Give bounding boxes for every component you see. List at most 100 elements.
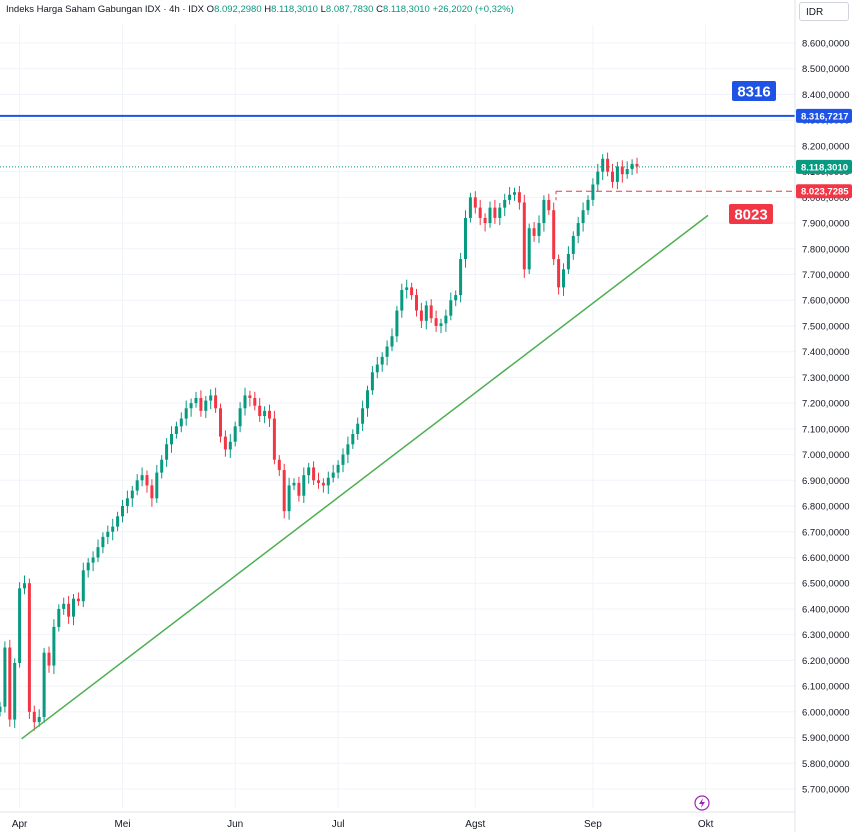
candle[interactable] — [439, 318, 443, 334]
candle[interactable] — [287, 477, 291, 520]
candle[interactable] — [23, 575, 26, 595]
candle[interactable] — [429, 299, 433, 323]
candle[interactable] — [312, 461, 316, 485]
candle[interactable] — [498, 203, 502, 226]
candle[interactable] — [253, 391, 257, 411]
candle[interactable] — [385, 340, 389, 366]
candle[interactable] — [547, 193, 551, 215]
candle[interactable] — [601, 154, 605, 181]
candle[interactable] — [233, 421, 237, 447]
candle[interactable] — [81, 562, 85, 608]
candle[interactable] — [18, 582, 22, 668]
candle[interactable] — [116, 511, 120, 532]
candle[interactable] — [517, 186, 521, 210]
candle[interactable] — [454, 290, 458, 307]
candle[interactable] — [140, 467, 144, 487]
candle[interactable] — [228, 434, 232, 458]
candle[interactable] — [155, 464, 159, 503]
candle[interactable] — [248, 390, 252, 407]
candle[interactable] — [346, 436, 350, 464]
candle[interactable] — [86, 557, 90, 578]
candle[interactable] — [243, 387, 247, 416]
candle[interactable] — [27, 578, 31, 720]
candle[interactable] — [513, 187, 516, 201]
candle[interactable] — [586, 195, 590, 215]
candle[interactable] — [0, 702, 2, 717]
candle[interactable] — [165, 438, 169, 467]
candle[interactable] — [488, 201, 492, 228]
candle[interactable] — [630, 159, 634, 175]
candle[interactable] — [620, 160, 624, 183]
candle[interactable] — [606, 152, 610, 177]
candle[interactable] — [370, 366, 374, 395]
candle[interactable] — [219, 403, 222, 443]
candle[interactable] — [424, 300, 428, 330]
candle[interactable] — [174, 421, 178, 439]
candle[interactable] — [37, 709, 41, 727]
candle[interactable] — [111, 518, 115, 541]
candle[interactable] — [493, 199, 497, 224]
candle[interactable] — [326, 471, 330, 494]
candle[interactable] — [537, 215, 541, 244]
candle[interactable] — [468, 192, 472, 223]
lightning-icon[interactable] — [694, 795, 710, 811]
candle[interactable] — [189, 398, 193, 417]
candle[interactable] — [380, 352, 384, 372]
candle[interactable] — [596, 163, 600, 192]
candle[interactable] — [336, 460, 340, 479]
candle[interactable] — [366, 385, 369, 417]
candle[interactable] — [434, 310, 438, 332]
candle[interactable] — [72, 594, 75, 626]
candle[interactable] — [317, 472, 320, 489]
candle[interactable] — [223, 430, 227, 457]
candle[interactable] — [8, 639, 12, 727]
candle[interactable] — [199, 390, 203, 417]
candle[interactable] — [508, 187, 512, 205]
candle[interactable] — [552, 202, 556, 265]
candle[interactable] — [32, 705, 36, 731]
candle[interactable] — [395, 305, 399, 343]
candle[interactable] — [464, 210, 467, 268]
candle[interactable] — [591, 178, 595, 206]
resistance-annotation[interactable]: 8316 — [732, 81, 776, 101]
candlestick-series[interactable] — [0, 152, 639, 731]
candle[interactable] — [566, 246, 570, 275]
candle[interactable] — [615, 161, 619, 190]
candle[interactable] — [473, 191, 477, 214]
candle[interactable] — [400, 283, 404, 318]
candle[interactable] — [135, 474, 139, 496]
support-annotation[interactable]: 8023 — [729, 204, 773, 224]
candle[interactable] — [52, 619, 56, 675]
candle[interactable] — [160, 455, 164, 479]
candle[interactable] — [478, 199, 482, 226]
candle[interactable] — [483, 213, 487, 232]
candle[interactable] — [179, 412, 183, 433]
candle[interactable] — [415, 288, 418, 317]
candle[interactable] — [96, 539, 100, 563]
candle[interactable] — [459, 252, 463, 303]
candle[interactable] — [522, 194, 526, 278]
candle[interactable] — [238, 402, 242, 433]
candle[interactable] — [209, 389, 213, 410]
candle[interactable] — [268, 404, 271, 428]
candle[interactable] — [3, 641, 7, 713]
candle[interactable] — [581, 202, 585, 232]
candle[interactable] — [57, 604, 61, 632]
candle[interactable] — [410, 282, 414, 300]
candle[interactable] — [635, 157, 639, 174]
candle[interactable] — [562, 263, 565, 296]
candle[interactable] — [351, 429, 355, 449]
candle[interactable] — [576, 216, 580, 244]
candle[interactable] — [307, 462, 311, 484]
candle[interactable] — [405, 279, 409, 299]
drawing-tools[interactable]: 8316 8023 8.316,7217 8.118,3010 8.023,7285 — [0, 81, 852, 740]
candle[interactable] — [297, 476, 301, 502]
candle[interactable] — [47, 646, 51, 673]
candle[interactable] — [356, 417, 360, 440]
candle[interactable] — [532, 222, 536, 242]
candle[interactable] — [282, 463, 286, 519]
candle[interactable] — [91, 551, 95, 572]
candle[interactable] — [13, 658, 17, 729]
candle[interactable] — [331, 464, 335, 483]
candle[interactable] — [214, 387, 218, 413]
